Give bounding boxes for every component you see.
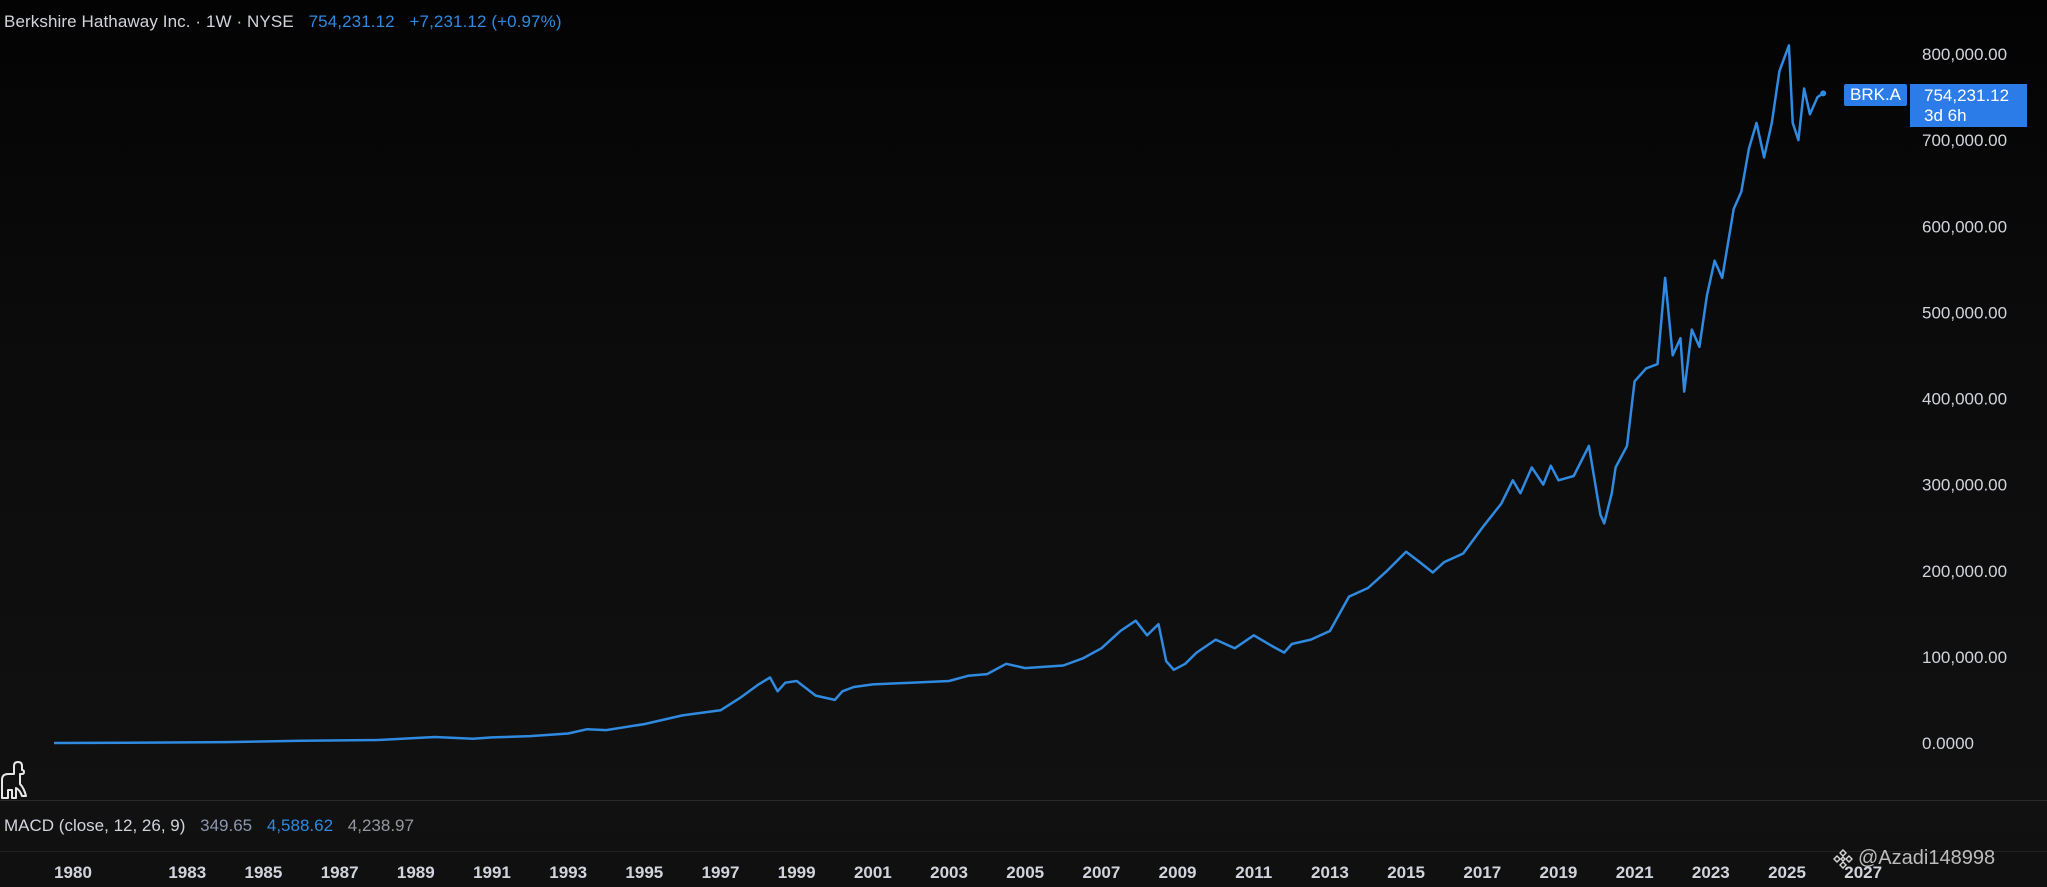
header-price: 754,231.12 xyxy=(308,12,395,31)
x-axis[interactable]: 1980 1983 1985 1987 1989 1991 1993 1995 1997 1999… xyxy=(54,863,1882,882)
series-line-brk-a[interactable] xyxy=(53,44,1824,745)
x-tick-label: 2021 xyxy=(1616,863,1654,882)
x-tick-label: 2001 xyxy=(854,863,892,882)
series-layer xyxy=(53,44,1827,745)
macd-value-3: 4,238.97 xyxy=(347,816,414,835)
x-tick-label: 2025 xyxy=(1768,863,1806,882)
x-tick-label: 2005 xyxy=(1006,863,1044,882)
symbol-badge: BRK.A xyxy=(1844,84,1907,106)
x-tick-label: 2009 xyxy=(1159,863,1197,882)
y-tick-label: 600,000.00 xyxy=(1922,217,2007,236)
x-tick-label: 2027 xyxy=(1844,863,1882,882)
x-tick-label: 1987 xyxy=(321,863,359,882)
y-tick-label: 0.0000 xyxy=(1922,734,1974,753)
bar-countdown: 3d 6h xyxy=(1924,106,1967,125)
y-tick-label: 500,000.00 xyxy=(1922,303,2007,322)
x-tick-label: 1999 xyxy=(778,863,816,882)
x-tick-label: 1993 xyxy=(549,863,587,882)
last-price-badge: 754,231.12 3d 6h xyxy=(1910,84,2027,127)
header-change: +7,231.12 (+0.97%) xyxy=(409,12,562,31)
time-axis-divider xyxy=(0,851,2047,852)
macd-value-2: 4,588.62 xyxy=(266,816,334,835)
x-tick-label: 1983 xyxy=(168,863,206,882)
x-tick-label: 2015 xyxy=(1387,863,1425,882)
y-tick-label: 200,000.00 xyxy=(1922,562,2007,581)
pane-divider[interactable] xyxy=(0,800,2047,801)
x-tick-label: 1985 xyxy=(245,863,283,882)
y-tick-label: 800,000.00 xyxy=(1922,45,2007,64)
x-tick-label: 1980 xyxy=(54,863,92,882)
y-tick-label: 400,000.00 xyxy=(1922,390,2007,409)
watermark-text: @Azadi148998 xyxy=(1832,847,1995,870)
chart-header: Berkshire Hathaway Inc. · 1W · NYSE 754,… xyxy=(4,12,562,32)
x-tick-label: 2023 xyxy=(1692,863,1730,882)
tradingview-logo-icon[interactable] xyxy=(0,760,28,800)
watermark-handle: @Azadi148998 xyxy=(1858,847,1996,869)
y-tick-label: 100,000.00 xyxy=(1922,648,2007,667)
macd-value-1: 349.65 xyxy=(200,816,253,835)
symbol-title[interactable]: Berkshire Hathaway Inc. · 1W · NYSE xyxy=(4,12,294,31)
x-tick-label: 1991 xyxy=(473,863,511,882)
x-tick-label: 2017 xyxy=(1463,863,1501,882)
y-tick-label: 700,000.00 xyxy=(1922,131,2007,150)
macd-legend[interactable]: MACD (close, 12, 26, 9) 349.65 4,588.62 … xyxy=(4,816,414,836)
macd-name: MACD (close, 12, 26, 9) xyxy=(4,816,186,835)
last-point-marker xyxy=(1820,90,1827,97)
last-price-value: 754,231.12 xyxy=(1924,86,2010,105)
y-axis[interactable]: 800,000.00 700,000.00 600,000.00 500,000.00… xyxy=(1922,45,2007,753)
x-tick-label: 2003 xyxy=(930,863,968,882)
x-tick-label: 2013 xyxy=(1311,863,1349,882)
x-tick-label: 2007 xyxy=(1082,863,1120,882)
x-tick-label: 1989 xyxy=(397,863,435,882)
x-tick-label: 1995 xyxy=(625,863,663,882)
x-tick-label: 2011 xyxy=(1235,863,1272,882)
y-tick-label: 300,000.00 xyxy=(1922,476,2007,495)
x-tick-label: 1997 xyxy=(702,863,740,882)
watermark-logo-icon xyxy=(1833,849,1853,869)
x-tick-label: 2019 xyxy=(1540,863,1578,882)
